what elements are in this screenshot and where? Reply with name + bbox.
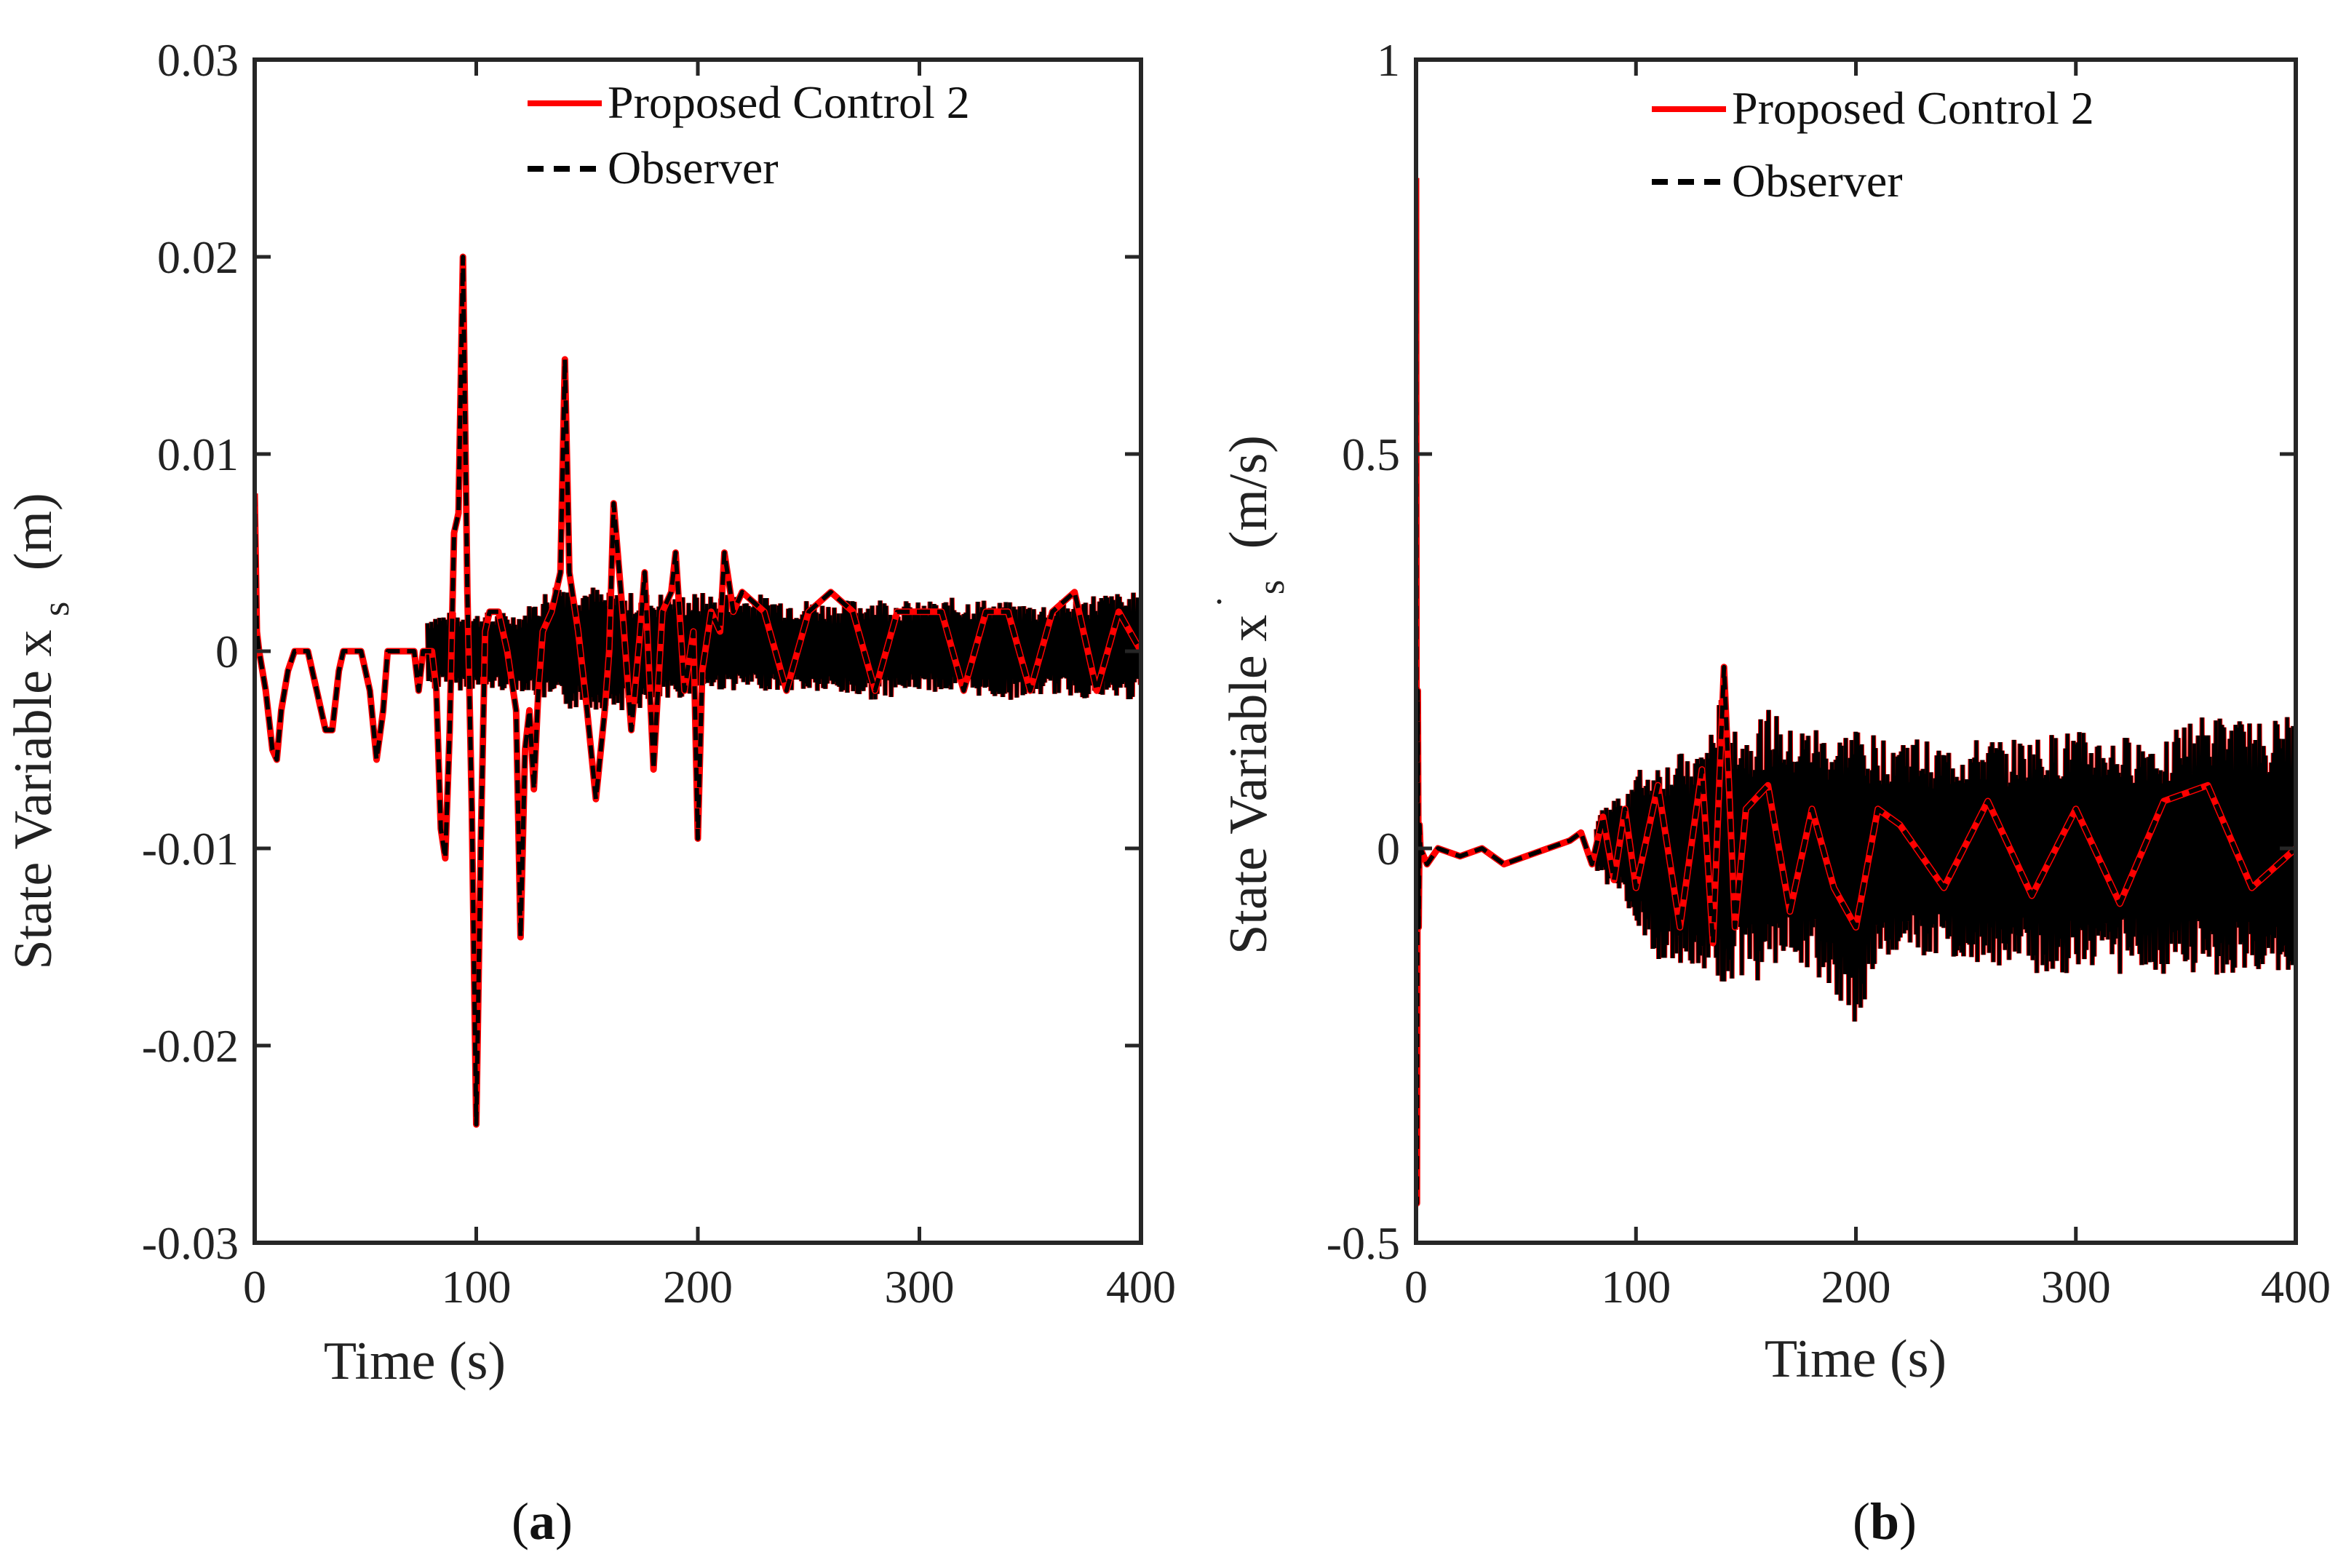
chart-a-ylabel-unit: (m) (4, 493, 63, 570)
chart-a-ytick-label: 0 (215, 626, 239, 677)
chart-a-legend: Proposed Control 2 Observer (528, 76, 970, 194)
chart-a-xtick-label: 400 (1106, 1261, 1176, 1313)
chart-a-xtick-label: 0 (243, 1261, 266, 1313)
chart-a-xtick-label: 100 (442, 1261, 512, 1313)
chart-b-ylabel-main: State Variable x (1219, 615, 1279, 955)
chart-a-ytick-label: -0.03 (142, 1217, 239, 1269)
chart-b-ytick-label: 1 (1377, 34, 1400, 86)
chart-a-ytick-label: -0.02 (142, 1020, 239, 1072)
chart-b-legend-label: Proposed Control 2 (1732, 82, 2094, 134)
chart-a-panel-letter: a (529, 1492, 555, 1551)
chart-b-panel-label: (b) (1853, 1492, 1917, 1551)
chart-b-xtick-label: 400 (2261, 1261, 2331, 1313)
chart-b-xlabel: Time (s) (1765, 1329, 1947, 1389)
chart-b-axes-box (1414, 57, 2298, 1245)
chart-b-xtick-label: 0 (1404, 1261, 1428, 1313)
chart-b-ylabel: State Variable x ˙ s (m/s) (1197, 435, 1296, 955)
chart-a-ytick-label: 0.02 (157, 231, 239, 283)
chart-a-xlabel: Time (s) (324, 1332, 506, 1391)
chart-b-xtick-label: 200 (1821, 1261, 1891, 1313)
chart-b-ylabel-sub: s (1251, 580, 1292, 594)
chart-panel-a: 0 100 200 300 400 -0.03 -0.02 -0.01 0 0.01 0.02 0.0… (4, 34, 1176, 1551)
chart-b-series-proposed (1416, 178, 2296, 1207)
chart-a-panel-label: (a) (512, 1492, 573, 1551)
chart-a-legend-label: Proposed Control 2 (608, 76, 970, 128)
chart-a-ytick-label: -0.01 (142, 823, 239, 875)
chart-a-plot-area: 0 100 200 300 400 -0.03 -0.02 -0.01 0 0.01 0.02 0.0… (142, 34, 1176, 1313)
chart-b-ytick-label: -0.5 (1327, 1217, 1400, 1269)
chart-b-ytick-label: 0.5 (1342, 429, 1400, 480)
chart-a-series-observer (255, 255, 1141, 1127)
chart-a-ylabel-main: State Variable x (4, 629, 63, 969)
chart-a-xtick-label: 200 (663, 1261, 733, 1313)
chart-b-xtick-label: 100 (1601, 1261, 1671, 1313)
chart-b-xtick-label: 300 (2041, 1261, 2111, 1313)
chart-b-series-observer (1416, 178, 2296, 1206)
chart-a-xtick-label: 300 (885, 1261, 955, 1313)
chart-b-panel-letter: b (1870, 1492, 1899, 1551)
chart-a-ylabel: State Variable x s (m) (4, 493, 81, 969)
chart-b-legend-label: Observer (1732, 155, 1903, 207)
chart-a-ylabel-sub: s (36, 602, 77, 616)
chart-a-data-layer (255, 253, 1141, 1128)
chart-a-legend-label: Observer (608, 142, 779, 194)
chart-a-band-black (426, 584, 1141, 711)
chart-b-band-black (1594, 699, 2296, 1022)
chart-b-ylabel-unit: (m/s) (1219, 435, 1279, 549)
chart-a-ytick-label: 0.03 (157, 34, 239, 86)
chart-a-ytick-label: 0.01 (157, 429, 239, 480)
chart-b-legend: Proposed Control 2 Observer (1652, 82, 2094, 207)
chart-b-ytick-label: 0 (1377, 823, 1400, 875)
chart-b-data-layer (1416, 178, 2296, 1207)
chart-b-ylabel-dot: ˙ (1209, 595, 1254, 609)
